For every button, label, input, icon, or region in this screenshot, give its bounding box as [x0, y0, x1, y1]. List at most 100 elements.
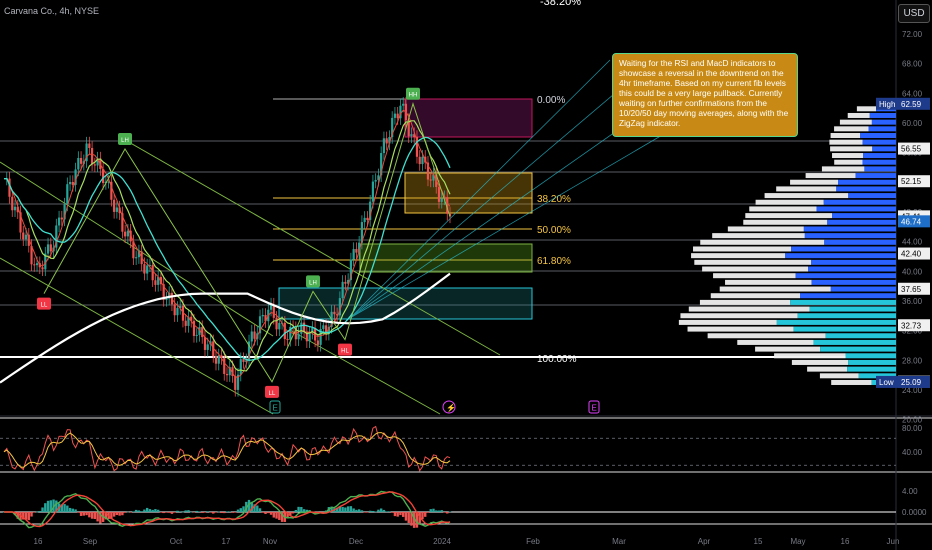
price-marker: 46.74 — [898, 215, 930, 228]
macd-histogram-bar — [33, 512, 36, 513]
candle-body — [344, 281, 347, 284]
candle-body — [27, 234, 30, 246]
candlesticks[interactable] — [5, 97, 452, 397]
macd-histogram-bar — [173, 512, 176, 513]
macd-histogram-bar — [341, 506, 344, 512]
price-tick: 60.00 — [902, 119, 923, 128]
macd-pane[interactable] — [0, 490, 896, 529]
candle-body — [275, 317, 278, 330]
macd-histogram-bar — [184, 510, 187, 512]
zone-top — [404, 98, 533, 138]
fib-top-label: -38.20% — [540, 0, 581, 8]
macd-histogram-bar — [148, 509, 152, 512]
candle-body — [195, 334, 198, 336]
zone-fib-38 — [404, 172, 533, 214]
macd-histogram-bar — [79, 512, 83, 516]
candle-body — [214, 356, 218, 364]
macd-histogram-bar — [143, 509, 146, 512]
zigzag-label: LH — [306, 275, 320, 288]
candle-body — [349, 259, 352, 280]
candle-body — [74, 169, 77, 185]
candle-body — [250, 331, 253, 342]
rsi-line — [3, 425, 451, 472]
macd-histogram-bar — [382, 509, 386, 512]
macd-histogram-bar — [38, 510, 41, 512]
candle-body — [77, 157, 80, 170]
price-axis[interactable]: 72.0068.0064.0060.0056.0052.0048.0044.00… — [876, 30, 930, 425]
candle-body — [396, 113, 399, 119]
candle-body — [283, 322, 286, 340]
candle-body — [371, 181, 375, 202]
macd-histogram-bar — [352, 508, 355, 512]
macd-histogram-bar — [209, 512, 212, 513]
macd-histogram-bar — [335, 507, 339, 512]
zigzag-label: LL — [37, 297, 51, 310]
annotation-callout[interactable]: Waiting for the RSI and MacD indicators … — [612, 53, 798, 137]
zones[interactable] — [278, 98, 533, 320]
macd-histogram-bar — [346, 506, 350, 512]
zigzag-line — [43, 102, 451, 383]
candle-body — [137, 251, 141, 258]
macd-histogram-bar — [396, 512, 399, 517]
candle-body — [168, 292, 171, 299]
macd-histogram-bar — [421, 512, 424, 520]
currency-button[interactable]: USD — [898, 4, 930, 23]
candle-body — [410, 134, 413, 137]
macd-histogram-bar — [272, 512, 276, 518]
time-tick: Nov — [263, 537, 277, 546]
time-tick: Dec — [349, 537, 363, 546]
zigzag-indicator[interactable]: LH LL LH LL HH HL — [37, 87, 451, 398]
time-tick: May — [790, 537, 805, 546]
macd-histogram-bar — [355, 509, 358, 512]
candle-body — [393, 113, 397, 118]
candle-body — [88, 143, 91, 148]
candle-body — [322, 325, 325, 329]
macd-histogram-bar — [187, 510, 190, 512]
candle-body — [231, 367, 234, 377]
rsi-pane[interactable] — [0, 425, 896, 472]
price-marker: 32.73 — [898, 319, 930, 332]
candle-body — [385, 138, 388, 144]
candle-body — [415, 136, 419, 157]
sr-lines[interactable] — [0, 140, 896, 306]
macd-histogram-bar — [426, 512, 430, 513]
time-axis[interactable]: 16 Sep Oct 17 Nov Dec 2024 Feb Mar Apr 15 May 16 Jun — [34, 537, 900, 546]
candle-body — [374, 179, 377, 182]
macd-histogram-bar — [379, 508, 383, 512]
candle-body — [278, 322, 281, 330]
macd-histogram-bar — [201, 512, 204, 513]
price-marker-value: 42.40 — [901, 250, 922, 259]
candle-body — [173, 304, 176, 316]
price-marker: 37.65 — [898, 282, 930, 295]
zone-fib-61 — [359, 243, 533, 273]
candle-body — [325, 325, 328, 334]
symbol-title: Carvana Co., 4h, NYSE — [4, 6, 100, 16]
macd-histogram-bar — [74, 509, 77, 512]
time-tick: 2024 — [433, 537, 451, 546]
candle-body — [157, 277, 160, 285]
macd-histogram-bar — [162, 512, 165, 514]
macd-histogram-bar — [123, 512, 127, 513]
macd-histogram-bar — [424, 512, 427, 517]
candle-body — [305, 331, 308, 342]
candle-body — [46, 244, 50, 254]
macd-histogram-bar — [401, 512, 405, 517]
macd-histogram-bar — [190, 511, 193, 513]
candle-body — [203, 337, 207, 350]
macd-histogram-bar — [435, 510, 438, 512]
candle-body — [179, 305, 182, 308]
macd-histogram-bar — [399, 512, 402, 516]
macd-histogram-bar — [27, 512, 30, 521]
candle-body — [8, 178, 11, 197]
fib-retracement[interactable]: 0.00% 38.20% 50.00% 61.80% 100.00% — [0, 95, 896, 365]
event-markers[interactable]: E ⚡ E — [269, 400, 600, 414]
macd-tick: 0.0000 — [902, 508, 927, 517]
macd-histogram-bar — [112, 512, 116, 517]
macd-histogram-bar — [357, 509, 361, 512]
macd-histogram-bar — [239, 508, 242, 512]
macd-histogram-bar — [52, 499, 55, 512]
candle-body — [347, 279, 350, 284]
macd-histogram-bar — [30, 512, 33, 517]
candle-body — [336, 314, 339, 316]
time-tick: Oct — [170, 537, 183, 546]
